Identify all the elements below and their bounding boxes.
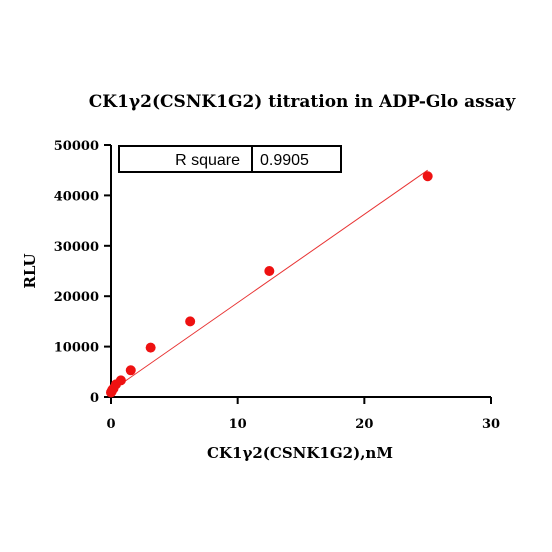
y-tick-label: 50000 [54, 139, 99, 154]
data-points [106, 171, 433, 398]
fit-line [110, 169, 428, 392]
r-square-value: 0.9905 [260, 152, 309, 169]
x-tick-label: 30 [482, 417, 500, 432]
r-square-label: R square [175, 152, 240, 169]
y-tick-label: 10000 [54, 341, 99, 356]
y-tick-label: 0 [90, 391, 99, 406]
r-square-table-border [118, 145, 342, 173]
y-ticks: 0 10000 20000 30000 40000 50000 [54, 139, 111, 406]
data-point [145, 342, 156, 353]
data-point [422, 171, 433, 182]
x-tick-label: 0 [106, 417, 115, 432]
r-square-table: R square 0.9905 [118, 145, 342, 173]
x-ticks: 0 10 20 30 [106, 397, 500, 432]
data-point [185, 316, 196, 327]
chart-title: CK1γ2(CSNK1G2) titration in ADP-Glo assa… [89, 92, 517, 112]
x-axis-label: CK1γ2(CSNK1G2),nM [207, 444, 393, 462]
data-point [115, 375, 126, 386]
x-tick-label: 10 [229, 417, 247, 432]
data-point [125, 365, 136, 376]
y-axis-label: RLU [21, 253, 39, 288]
x-tick-label: 20 [355, 417, 373, 432]
data-point [264, 266, 275, 276]
y-tick-label: 30000 [54, 240, 99, 255]
y-tick-label: 20000 [54, 290, 99, 305]
y-tick-label: 40000 [54, 189, 99, 204]
